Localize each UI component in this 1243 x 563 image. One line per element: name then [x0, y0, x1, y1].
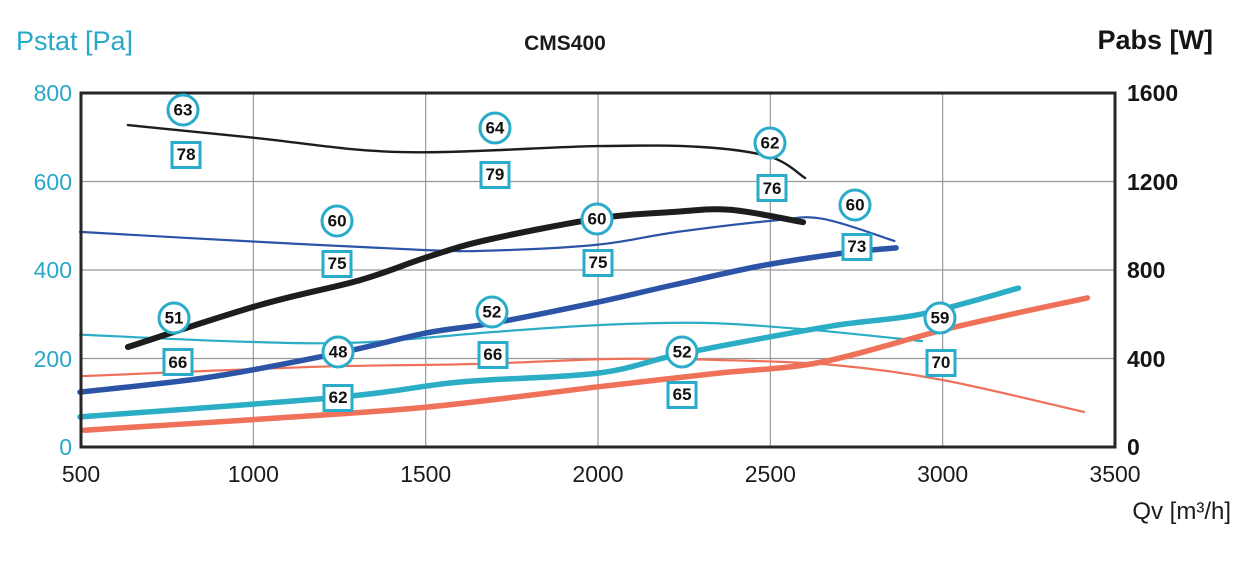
sound-level-square-badge: 66	[477, 340, 509, 369]
x-axis-tick-1000: 1000	[227, 461, 279, 487]
sound-level-circle-badge: 51	[157, 301, 191, 335]
x-axis-tick-1500: 1500	[400, 461, 452, 487]
sound-level-circle-badge: 60	[580, 202, 614, 236]
x-axis-tick-2000: 2000	[572, 461, 624, 487]
left-axis-tick-800: 800	[33, 80, 72, 106]
sound-level-square-badge: 62	[322, 383, 354, 412]
sound-level-circle-badge: 48	[321, 335, 355, 369]
sound-level-circle-badge: 52	[475, 295, 509, 329]
curve-pabs-speed1	[126, 123, 807, 180]
sound-level-square-badge: 65	[666, 380, 698, 409]
x-axis-tick-500: 500	[61, 461, 101, 487]
right-axis-tick-400: 400	[1127, 345, 1166, 372]
plot-border	[79, 91, 1117, 449]
left-axis-tick-0: 0	[59, 434, 72, 460]
chart-title: CMS400	[524, 32, 606, 55]
left-axis-tick-400: 400	[33, 257, 72, 283]
sound-level-circle-badge: 60	[320, 204, 354, 238]
sound-level-circle-badge: 60	[838, 188, 872, 222]
left-axis-title: Pstat [Pa]	[16, 26, 134, 56]
curve-pabs-speed2	[78, 216, 896, 253]
sound-level-circle-badge: 62	[753, 126, 787, 160]
curve-pstat-speed2	[77, 245, 899, 395]
left-axis-tick-200: 200	[33, 345, 72, 372]
sound-level-circle-badge: 64	[478, 111, 512, 145]
sound-level-square-badge: 78	[170, 140, 202, 169]
curve-pabs-speed3	[78, 321, 924, 345]
sound-level-circle-badge: 63	[166, 93, 200, 127]
x-axis-title: Qv [m³/h]	[1132, 498, 1231, 525]
curve-pstat-speed1	[124, 206, 807, 350]
sound-level-square-badge: 75	[321, 249, 353, 278]
sound-level-square-badge: 75	[582, 248, 614, 277]
x-axis-tick-3500: 3500	[1089, 461, 1141, 487]
sound-level-square-badge: 76	[756, 174, 788, 203]
x-axis-tick-2500: 2500	[744, 461, 796, 487]
sound-level-square-badge: 66	[162, 348, 194, 377]
curve-pstat-speed4	[81, 295, 1091, 433]
right-axis-title: Pabs [W]	[1097, 25, 1213, 55]
sound-level-circle-badge: 59	[923, 301, 957, 335]
right-axis-tick-1600: 1600	[1127, 80, 1179, 106]
curve-pstat-speed3	[77, 285, 1022, 420]
sound-level-square-badge: 70	[925, 348, 957, 377]
sound-level-circle-badge: 52	[665, 335, 699, 369]
curve-pabs-speed4	[79, 357, 1086, 414]
left-axis-tick-600: 600	[33, 168, 72, 195]
right-axis-tick-0: 0	[1127, 434, 1140, 460]
sound-level-square-badge: 79	[479, 160, 511, 189]
sound-level-square-badge: 73	[841, 232, 873, 261]
right-axis-tick-800: 800	[1127, 257, 1166, 283]
right-axis-tick-1200: 1200	[1127, 168, 1179, 195]
x-axis-tick-3000: 3000	[917, 461, 969, 487]
